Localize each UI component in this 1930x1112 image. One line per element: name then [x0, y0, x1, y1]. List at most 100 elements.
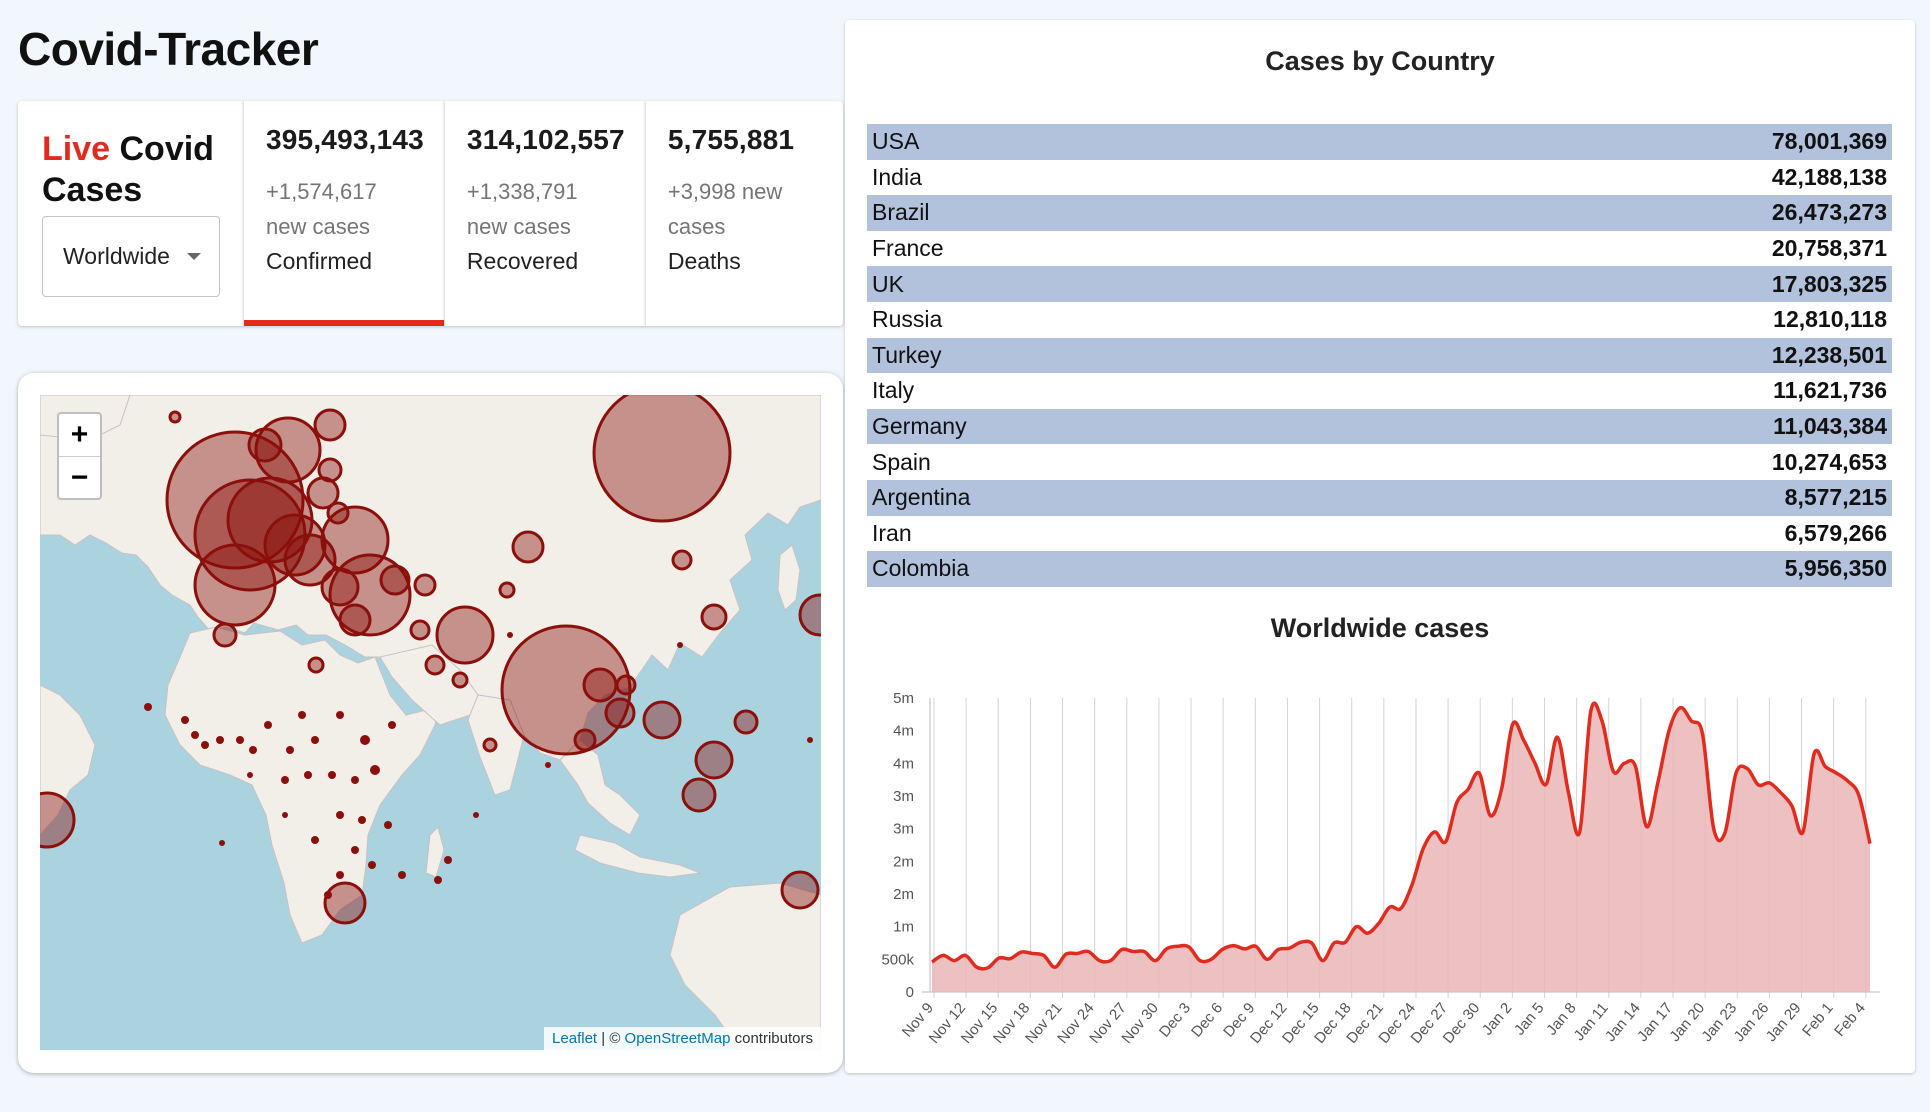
country-table: USA 78,001,369 India 42,188,138 Brazil 26,473… [867, 124, 1892, 587]
case-bubble [451, 671, 469, 689]
zoom-control: + − [57, 412, 102, 500]
country-cases: 6,579,266 [1784, 519, 1887, 546]
case-dot [434, 876, 442, 884]
table-row: Spain 10,274,653 [867, 444, 1892, 480]
country-cases: 12,238,501 [1771, 341, 1887, 368]
infobox-confirmed[interactable]: 395,493,143 +1,574,617 new cases Confirm… [243, 101, 444, 326]
infobox-new-line: new cases [266, 214, 370, 239]
leaflet-link[interactable]: Leaflet [552, 1030, 598, 1047]
case-dot [249, 746, 257, 754]
app-title: Covid-Tracker [18, 23, 319, 75]
case-bubble [165, 430, 305, 570]
zoom-in-button[interactable]: + [70, 418, 89, 451]
infobox-total: 5,755,881 [667, 124, 795, 155]
infobox-recovered[interactable]: 314,102,557 +1,338,791 new cases Recover… [443, 101, 645, 326]
case-bubble [212, 622, 238, 648]
case-bubble [671, 549, 693, 571]
country-name: Spain [872, 448, 931, 475]
case-bubble [435, 605, 495, 665]
country-cases: 11,621,736 [1773, 377, 1887, 404]
case-dot [507, 632, 513, 638]
case-bubble [326, 501, 350, 525]
zoom-out-button[interactable]: − [59, 456, 100, 498]
infobox-deaths[interactable]: 5,755,881 +3,998 new cases Deaths [644, 101, 843, 326]
case-dot [304, 771, 312, 779]
case-dot [368, 861, 376, 869]
case-dot [191, 731, 199, 739]
country-name: Colombia [872, 555, 970, 582]
y-tick-label: 3m [893, 788, 914, 805]
case-dot [398, 871, 406, 879]
infobox-label: Deaths [667, 248, 741, 274]
case-bubble [798, 593, 821, 637]
infobox-new: +1,574,617 new cases [266, 174, 424, 244]
table-title: Cases by Country [1265, 46, 1495, 76]
case-dot [282, 812, 288, 818]
case-bubble [379, 564, 411, 596]
country-name: UK [872, 270, 904, 297]
case-dot [286, 746, 294, 754]
table-row: USA 78,001,369 [867, 124, 1892, 160]
infobox-new-line: +1,338,791 [466, 179, 578, 204]
case-bubble [780, 870, 820, 910]
case-dot [236, 736, 244, 744]
map-attribution: Leaflet | © OpenStreetMap contributors [544, 1027, 821, 1050]
case-bubble [511, 530, 545, 564]
case-dot [351, 776, 359, 784]
series-line [931, 701, 1872, 971]
country-name: Iran [872, 519, 912, 546]
country-cases: 5,956,350 [1784, 555, 1887, 582]
marker-layer [144, 632, 813, 899]
case-bubble [573, 728, 597, 752]
case-bubble [323, 881, 367, 925]
country-name: Germany [872, 413, 967, 440]
case-bubble [582, 667, 618, 703]
case-dot [444, 856, 452, 864]
country-cases: 17,803,325 [1771, 270, 1887, 297]
infobox-new-line: cases [667, 214, 726, 239]
case-dot [384, 821, 392, 829]
series-area [932, 703, 1870, 992]
live-heading: Live Covid Cases [42, 129, 219, 211]
world-map[interactable]: + − Leaflet | © OpenStreetMap contributo… [40, 395, 821, 1050]
stats-card: Live Covid Cases Worldwide 395,493,143 +… [18, 101, 843, 326]
country-name: Russia [872, 306, 943, 333]
country-select[interactable]: Worldwide [42, 216, 220, 297]
attribution-separator: | © [597, 1030, 625, 1047]
x-tick-label: Jan 2 [1479, 1000, 1516, 1039]
infobox-total: 314,102,557 [466, 124, 625, 155]
table-row: Italy 11,621,736 [867, 373, 1892, 409]
case-dot [351, 846, 359, 854]
infobox-label: Recovered [466, 248, 579, 274]
country-name: India [872, 163, 922, 190]
case-dot [181, 716, 189, 724]
case-bubble [642, 700, 682, 740]
osm-link[interactable]: OpenStreetMap [624, 1030, 731, 1047]
case-bubble [168, 410, 182, 424]
stats-header: Live Covid Cases Worldwide [18, 101, 243, 326]
case-bubble [498, 581, 516, 599]
map-card: + − Leaflet | © OpenStreetMap contributo… [18, 373, 843, 1073]
chevron-down-icon [187, 253, 201, 260]
africa-land [164, 626, 439, 944]
case-bubble [254, 416, 322, 484]
chart-title: Worldwide cases [1270, 613, 1490, 643]
case-dot [473, 812, 479, 818]
case-bubble [317, 457, 343, 483]
indonesia-land [574, 834, 702, 878]
table-row: Germany 11,043,384 [867, 408, 1892, 445]
x-tick-label: Feb 1 [1799, 1000, 1837, 1040]
x-tick-label: Jan 5 [1511, 1000, 1548, 1039]
country-cases: 11,043,384 [1773, 413, 1887, 440]
heading-rest: Covid Cases [42, 130, 214, 209]
case-bubble [733, 709, 759, 735]
table-row: UK 17,803,325 [867, 266, 1892, 302]
americas-land [40, 684, 96, 836]
case-bubble [307, 656, 325, 674]
live-word: Live [42, 130, 111, 168]
case-dot [677, 642, 683, 648]
infobox-new-line: +1,574,617 [266, 179, 377, 204]
country-cases: 78,001,369 [1771, 128, 1887, 155]
case-dot [545, 762, 551, 768]
table-row: India 42,188,138 [867, 160, 1892, 196]
